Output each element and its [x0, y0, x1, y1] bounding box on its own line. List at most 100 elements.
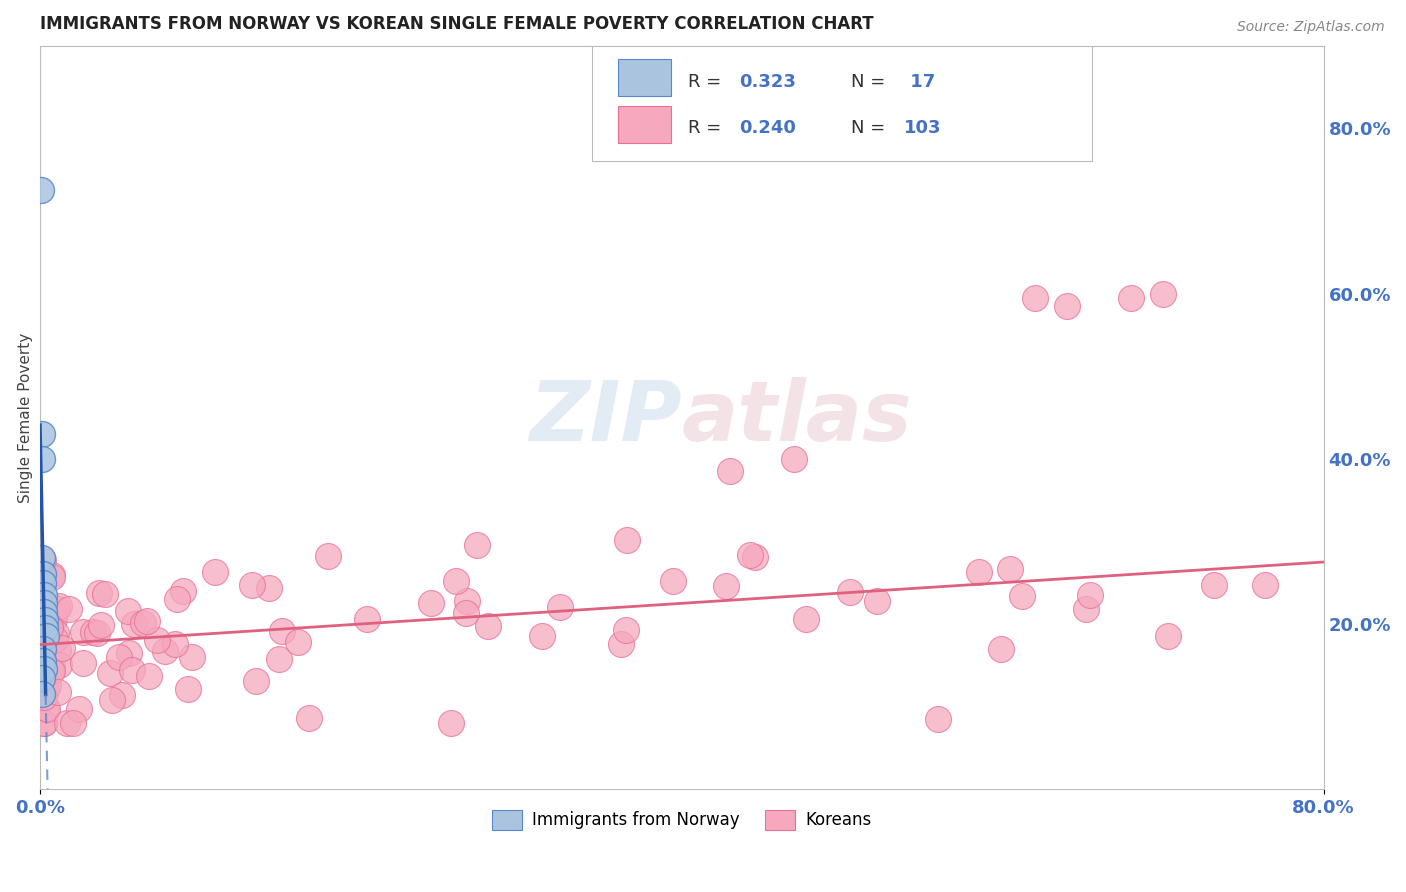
Point [440, 716, 463, 731]
Point [32, 715, 55, 730]
Point [32, 716, 55, 731]
Point [31, 687, 53, 701]
Point [34, 613, 56, 627]
Point [32, 596, 55, 610]
Point [72, 625, 94, 640]
Point [34, 701, 56, 715]
FancyBboxPatch shape [592, 45, 1092, 161]
Text: N =: N = [851, 72, 891, 90]
Point [616, 533, 638, 547]
Text: N =: N = [851, 119, 891, 136]
Point [465, 538, 488, 552]
Point [240, 578, 263, 592]
Point [610, 637, 633, 651]
Point [444, 574, 467, 588]
Point [121, 663, 143, 677]
Point [30, 183, 52, 197]
Point [31, 648, 53, 662]
Point [110, 688, 132, 702]
Point [318, 549, 340, 564]
Point [866, 594, 889, 608]
Point [271, 624, 294, 638]
Point [132, 615, 155, 630]
Point [101, 693, 124, 707]
Point [30, 650, 52, 665]
Point [32, 648, 55, 662]
Point [794, 612, 817, 626]
Point [145, 633, 167, 648]
Text: 0.323: 0.323 [740, 72, 796, 90]
Point [108, 650, 131, 665]
Point [744, 549, 766, 564]
Point [356, 612, 378, 626]
Point [42, 612, 65, 626]
Point [42, 607, 65, 622]
Point [34, 629, 56, 643]
Point [31, 671, 53, 685]
Point [267, 651, 290, 665]
Point [153, 643, 176, 657]
Point [55, 716, 77, 731]
Point [122, 616, 145, 631]
Point [30, 658, 52, 673]
Point [90, 618, 112, 632]
Point [46, 642, 69, 657]
Point [419, 596, 441, 610]
Text: 103: 103 [904, 119, 941, 136]
Point [783, 451, 806, 466]
Point [35, 702, 58, 716]
Point [32, 662, 55, 676]
Point [477, 619, 499, 633]
Point [31, 427, 53, 442]
Point [136, 615, 159, 629]
Point [456, 594, 478, 608]
Point [31, 451, 53, 466]
Point [37, 678, 59, 692]
Point [41, 567, 63, 582]
Text: 17: 17 [904, 72, 935, 90]
Point [1076, 602, 1098, 616]
Text: Source: ZipAtlas.com: Source: ZipAtlas.com [1237, 20, 1385, 34]
Point [35, 683, 58, 698]
Text: IMMIGRANTS FROM NORWAY VS KOREAN SINGLE FEMALE POVERTY CORRELATION CHART: IMMIGRANTS FROM NORWAY VS KOREAN SINGLE … [39, 15, 873, 33]
Point [32, 641, 55, 656]
Point [32, 588, 55, 602]
Point [32, 567, 55, 582]
Point [259, 581, 281, 595]
Point [165, 637, 187, 651]
Point [67, 702, 90, 716]
Point [138, 669, 160, 683]
Point [118, 646, 141, 660]
Point [32, 690, 55, 704]
Point [1119, 291, 1142, 305]
Point [89, 586, 111, 600]
Text: ZIP: ZIP [529, 377, 682, 458]
Point [45, 625, 67, 640]
Point [34, 634, 56, 648]
Text: R =: R = [688, 72, 727, 90]
Point [51, 641, 73, 656]
Point [927, 712, 949, 726]
Point [245, 673, 267, 688]
Point [82, 625, 104, 640]
Text: 0.240: 0.240 [740, 119, 796, 136]
Point [44, 632, 66, 646]
Text: atlas: atlas [682, 377, 912, 458]
Point [34, 621, 56, 635]
Point [38, 662, 60, 676]
Point [287, 634, 309, 648]
Point [1254, 578, 1277, 592]
Point [45, 601, 67, 615]
Point [740, 548, 762, 562]
Point [37, 615, 59, 629]
Point [1011, 589, 1033, 603]
Point [41, 664, 63, 678]
Point [98, 665, 121, 680]
Point [1157, 629, 1180, 643]
Point [172, 584, 194, 599]
Point [456, 606, 478, 620]
Point [41, 658, 63, 673]
Point [38, 620, 60, 634]
Point [969, 566, 991, 580]
FancyBboxPatch shape [617, 60, 672, 96]
